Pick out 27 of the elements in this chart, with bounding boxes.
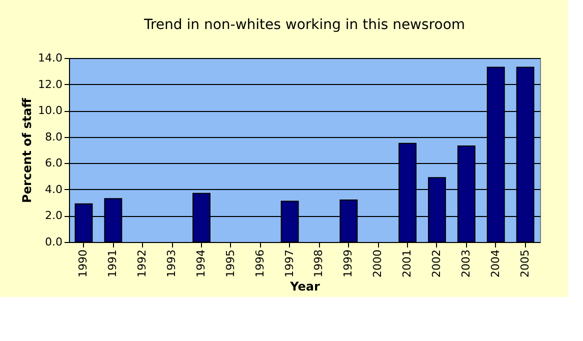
x-tick-label: 2001 [400, 250, 414, 278]
y-tick-label: 6.0 [45, 156, 62, 170]
y-tick-label: 4.0 [45, 182, 62, 196]
y-tick-label: 10.0 [38, 104, 62, 118]
x-tick-label: 1998 [312, 250, 326, 278]
x-tick-label: 2003 [459, 250, 472, 278]
x-tick-label: 1999 [342, 250, 355, 278]
x-tick-label: 1994 [194, 250, 208, 278]
x-tick-label: 1996 [253, 250, 266, 278]
x-tick-label: 1990 [76, 250, 90, 278]
x-axis-title: Year [289, 279, 320, 294]
chart-title: Trend in non-whites working in this newsroom [142, 17, 466, 33]
x-tick-label: 1995 [224, 250, 237, 278]
x-tick-label: 1992 [136, 250, 149, 278]
x-tick-label: 1991 [106, 250, 120, 278]
y-tick-label: 0.0 [45, 236, 62, 248]
x-tick-label: 2002 [430, 250, 443, 278]
y-tick-label: 14.0 [38, 52, 62, 64]
x-tick-label: 2000 [371, 250, 384, 278]
y-axis-title: Percent of staff [20, 98, 34, 203]
y-tick-label: 8.0 [45, 130, 62, 144]
y-tick-label: 12.0 [38, 78, 62, 91]
x-tick-label: 1993 [165, 250, 178, 278]
x-tick-label: 2004 [488, 250, 502, 278]
y-tick-label: 2.0 [45, 209, 62, 222]
x-tick-label: 2005 [518, 250, 532, 278]
x-tick-label: 1997 [282, 250, 296, 278]
